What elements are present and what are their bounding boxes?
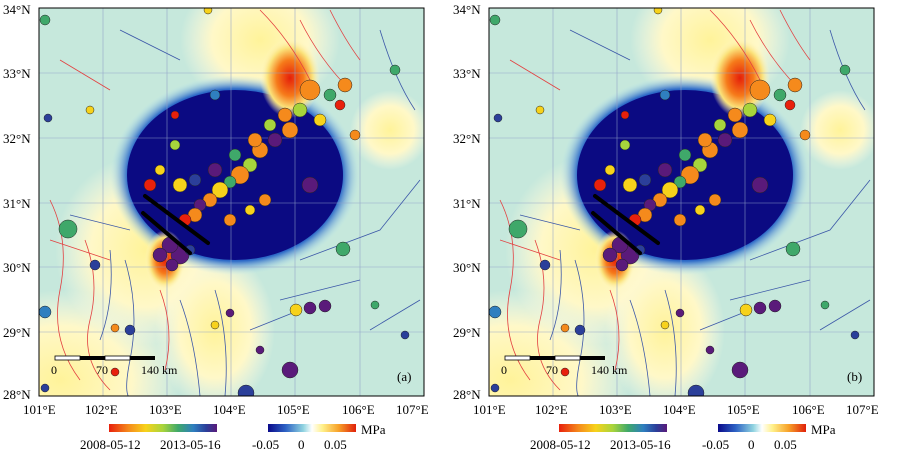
lat-tick-b-28: 28°N <box>453 387 481 402</box>
lat-tick-a-32: 32°N <box>3 131 31 146</box>
lat-tick-b-34: 34°N <box>453 2 481 17</box>
scale-label-a-0: 0 <box>51 363 57 377</box>
stress-tick-a-neg: -0.05 <box>252 437 279 452</box>
lon-tick-b-105: 105°E <box>727 402 760 417</box>
scale-bar-a: 0 70 140 km <box>51 355 178 377</box>
aftershocks-b <box>489 8 860 396</box>
lat-tick-a-33: 33°N <box>3 66 31 81</box>
stress-field-b <box>489 8 874 396</box>
lat-tick-b-30: 30°N <box>453 260 481 275</box>
stress-colorbar-a <box>268 424 356 432</box>
lon-tick-b-101: 101°E <box>473 402 506 417</box>
stress-unit-b: MPa <box>811 422 836 437</box>
stress-unit-a: MPa <box>361 422 386 437</box>
lon-tick-b-106: 106°E <box>792 402 825 417</box>
lat-tick-b-31: 31°N <box>453 196 481 211</box>
lat-tick-a-31: 31°N <box>3 196 31 211</box>
lat-tick-b-29: 29°N <box>453 325 481 340</box>
legends-a: 2008-05-12 2013-05-16 MPa -0.05 0 0.05 <box>80 422 386 452</box>
lon-tick-a-103: 103°E <box>149 402 182 417</box>
scale-label-a-140: 140 km <box>141 363 178 377</box>
lon-tick-b-107: 107°E <box>846 402 879 417</box>
scale-bar-b: 0 70 140 km <box>501 355 628 377</box>
stress-colorbar-b <box>718 424 806 432</box>
lat-tick-a-30: 30°N <box>3 260 31 275</box>
scale-label-b-70: 70 <box>546 363 558 377</box>
lat-tick-a-34: 34°N <box>3 2 31 17</box>
map-panel-b: 34°N 33°N 32°N 31°N 30°N 29°N 28°N 101°E… <box>453 2 879 417</box>
stress-tick-b-pos: 0.05 <box>774 437 797 452</box>
stress-tick-a-zero: 0 <box>298 437 305 452</box>
time-colorbar-b <box>559 424 667 432</box>
lat-tick-b-33: 33°N <box>453 66 481 81</box>
lon-tick-b-102: 102°E <box>535 402 568 417</box>
scale-label-b-0: 0 <box>501 363 507 377</box>
time-legend-start-a: 2008-05-12 <box>80 437 141 452</box>
lat-tick-b-32: 32°N <box>453 131 481 146</box>
rupture-lines-b <box>591 194 660 255</box>
lat-tick-a-29: 29°N <box>3 325 31 340</box>
panel-label-b: (b) <box>847 369 862 384</box>
lon-tick-a-104: 104°E <box>213 402 246 417</box>
lat-tick-a-28: 28°N <box>3 387 31 402</box>
lon-tick-a-106: 106°E <box>342 402 375 417</box>
lon-tick-a-102: 102°E <box>85 402 118 417</box>
aftershocks-a <box>39 8 410 396</box>
lon-tick-a-105: 105°E <box>277 402 310 417</box>
rupture-lines-a <box>141 194 210 255</box>
time-legend-start-b: 2008-05-12 <box>530 437 591 452</box>
map-panel-a: 34°N 33°N 32°N 31°N 30°N 29°N 28°N 101°E… <box>3 2 429 417</box>
stress-tick-b-zero: 0 <box>748 437 755 452</box>
stress-tick-a-pos: 0.05 <box>324 437 347 452</box>
scale-label-b-140: 140 km <box>591 363 628 377</box>
lon-tick-b-103: 103°E <box>599 402 632 417</box>
panel-label-a: (a) <box>397 369 411 384</box>
scale-label-a-70: 70 <box>96 363 108 377</box>
time-colorbar-a <box>109 424 217 432</box>
time-legend-end-a: 2013-05-16 <box>160 437 221 452</box>
lon-tick-a-101: 101°E <box>23 402 56 417</box>
legends-b: 2008-05-12 2013-05-16 MPa -0.05 0 0.05 <box>530 422 836 452</box>
stress-field-a <box>39 8 424 396</box>
time-legend-end-b: 2013-05-16 <box>610 437 671 452</box>
stress-tick-b-neg: -0.05 <box>702 437 729 452</box>
lon-tick-a-107: 107°E <box>396 402 429 417</box>
lon-tick-b-104: 104°E <box>663 402 696 417</box>
